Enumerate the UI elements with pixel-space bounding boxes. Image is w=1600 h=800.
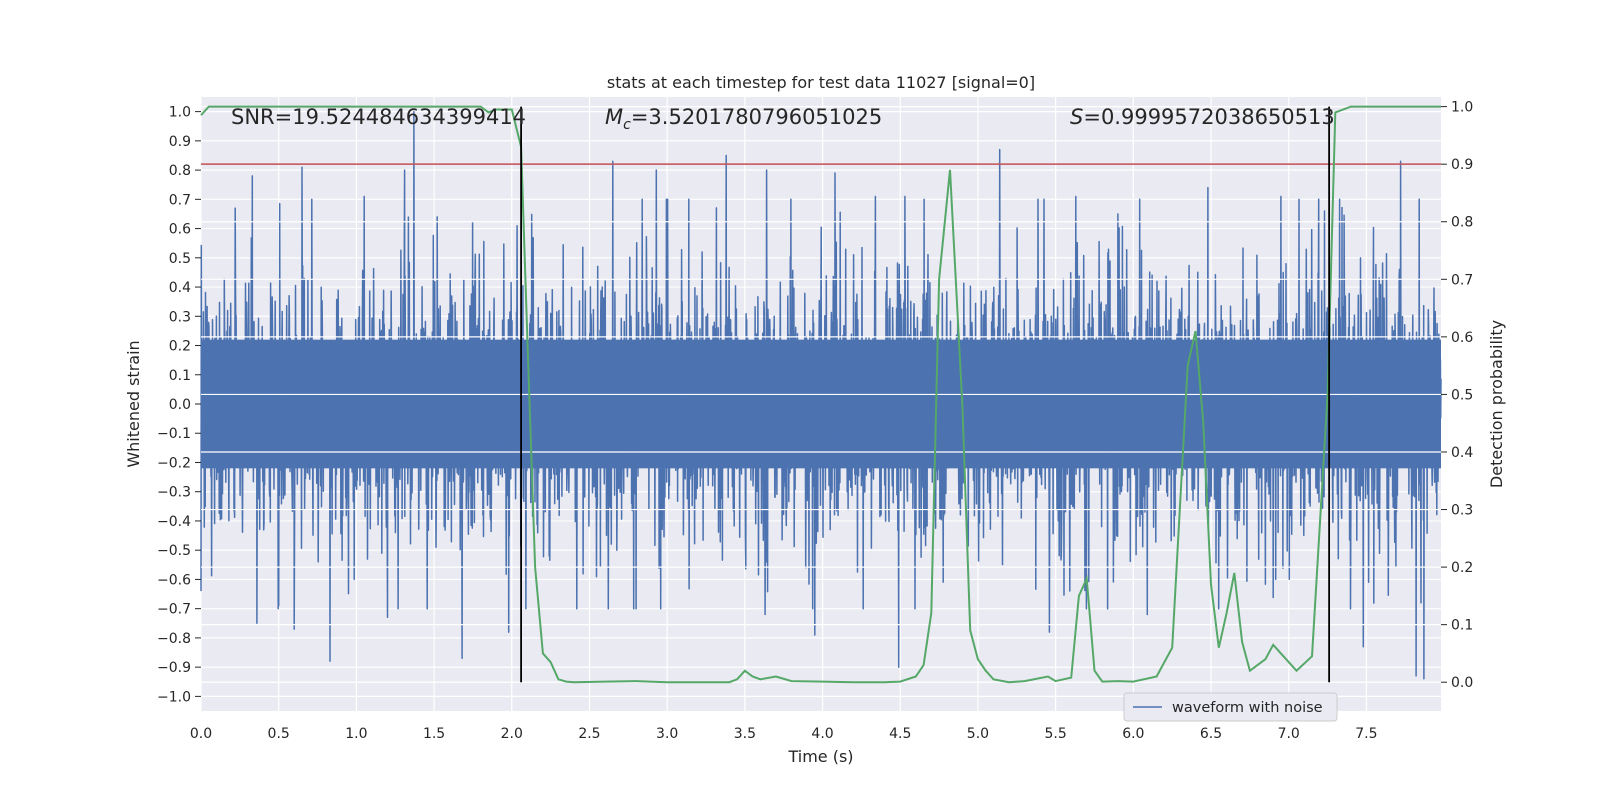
y-tick-label-17: −0.7	[157, 602, 191, 618]
y-tick-label-19: −0.9	[157, 660, 191, 676]
right-tick-label-5: 0.5	[1451, 387, 1473, 403]
right-tick-label-3: 0.7	[1451, 272, 1473, 288]
chirp-mass-annotation: Mc=3.5201780796051025	[605, 105, 882, 133]
right-tick-label-1: 0.9	[1451, 157, 1473, 173]
legend-label: waveform with noise	[1172, 700, 1323, 716]
score-value: =0.9999572038650513	[1083, 105, 1334, 129]
y-tick-label-12: −0.2	[157, 455, 191, 471]
x-tick-label-6: 3.0	[656, 726, 678, 742]
y-tick-label-9: 0.1	[169, 368, 191, 384]
y-tick-label-13: −0.3	[157, 485, 191, 501]
x-tick-label-4: 2.0	[501, 726, 523, 742]
x-tick-label-12: 6.0	[1122, 726, 1144, 742]
legend-box	[1123, 692, 1338, 722]
y-tick-label-10: 0.0	[169, 397, 191, 413]
y-tick-label-1: 0.9	[169, 134, 191, 150]
chirp-mass-value: =3.5201780796051025	[631, 105, 882, 129]
snr-annotation: SNR=19.524484634399414	[231, 105, 526, 129]
x-tick-label-1: 0.5	[268, 726, 290, 742]
x-tick-label-0: 0.0	[190, 726, 212, 742]
y-tick-label-2: 0.8	[169, 163, 191, 179]
chirp-mass-subscript: c	[623, 117, 631, 133]
x-tick-label-15: 7.5	[1355, 726, 1377, 742]
chart-title: stats at each timestep for test data 110…	[607, 73, 1035, 92]
x-tick-label-8: 4.0	[811, 726, 833, 742]
y-tick-label-20: −1.0	[157, 689, 191, 705]
x-tick-label-5: 2.5	[578, 726, 600, 742]
right-tick-label-2: 0.8	[1451, 215, 1473, 231]
y-axis-label-right: Detection probability	[1487, 320, 1506, 488]
x-tick-label-7: 3.5	[734, 726, 756, 742]
y-tick-label-7: 0.3	[169, 309, 191, 325]
right-tick-label-9: 0.1	[1451, 618, 1473, 634]
y-axis-label-left: Whitened strain	[124, 340, 143, 467]
legend: waveform with noise	[1123, 692, 1338, 722]
right-tick-label-6: 0.4	[1451, 445, 1473, 461]
x-axis-label: Time (s)	[787, 747, 853, 766]
score-symbol: S	[1070, 105, 1083, 129]
x-tick-label-10: 5.0	[967, 726, 989, 742]
waveform-series	[200, 110, 1442, 680]
y-tick-label-15: −0.5	[157, 543, 191, 559]
x-tick-label-11: 5.5	[1045, 726, 1067, 742]
y-tick-label-16: −0.6	[157, 572, 191, 588]
x-tick-label-9: 4.5	[889, 726, 911, 742]
x-tick-label-14: 7.0	[1278, 726, 1300, 742]
x-tick-label-3: 1.5	[423, 726, 445, 742]
probability-series	[200, 105, 1441, 684]
tick-labels: 0.0 0.5 1.0 1.5 2.0 2.5 3.0 3.5 4.0 4.5 5.0 5.5 6.0 6…	[157, 100, 1473, 742]
y-tick-label-18: −0.8	[157, 631, 191, 647]
right-tick-label-0: 1.0	[1451, 100, 1473, 116]
score-annotation: S=0.9999572038650513	[1070, 105, 1335, 129]
chirp-mass-symbol: M	[605, 105, 623, 129]
waveform-line	[200, 110, 1442, 680]
y-tick-label-8: 0.2	[169, 339, 191, 355]
x-tick-label-2: 1.0	[345, 726, 367, 742]
y-tick-label-3: 0.7	[169, 192, 191, 208]
y-tick-label-6: 0.4	[169, 280, 191, 296]
y-tick-label-14: −0.4	[157, 514, 191, 530]
y-tick-label-5: 0.5	[169, 251, 191, 267]
right-tick-label-7: 0.3	[1451, 503, 1473, 519]
right-tick-label-10: 0.0	[1451, 675, 1473, 691]
y-tick-label-4: 0.6	[169, 222, 191, 238]
vertical-markers	[520, 106, 1331, 683]
right-tick-label-8: 0.2	[1451, 560, 1473, 576]
y-tick-label-11: −0.1	[157, 426, 191, 442]
y-tick-label-0: 1.0	[169, 105, 191, 121]
probability-line	[200, 105, 1441, 684]
right-tick-label-4: 0.6	[1451, 330, 1473, 346]
x-tick-label-13: 6.5	[1200, 726, 1222, 742]
